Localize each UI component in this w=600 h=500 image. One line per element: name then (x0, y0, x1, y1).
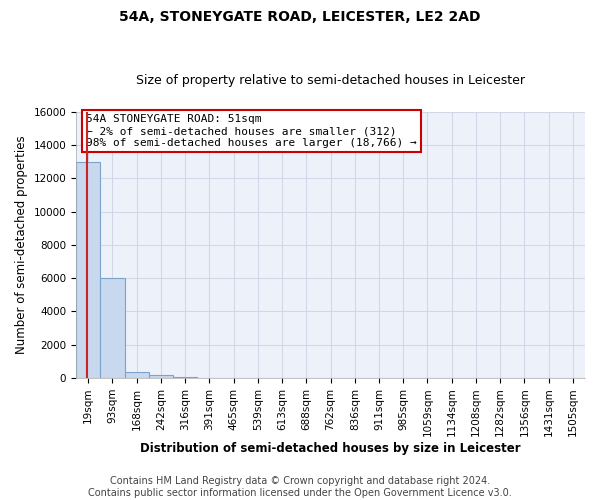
Text: 54A, STONEYGATE ROAD, LEICESTER, LE2 2AD: 54A, STONEYGATE ROAD, LEICESTER, LE2 2AD (119, 10, 481, 24)
Bar (125, 372, 149, 378)
Bar (100, 278, 125, 378)
Bar (149, 376, 173, 378)
Bar (76, 162, 100, 378)
Text: 54A STONEYGATE ROAD: 51sqm
← 2% of semi-detached houses are smaller (312)
98% of: 54A STONEYGATE ROAD: 51sqm ← 2% of semi-… (86, 114, 417, 148)
Title: Size of property relative to semi-detached houses in Leicester: Size of property relative to semi-detach… (136, 74, 525, 87)
Y-axis label: Number of semi-detached properties: Number of semi-detached properties (15, 136, 28, 354)
Text: Contains HM Land Registry data © Crown copyright and database right 2024.
Contai: Contains HM Land Registry data © Crown c… (88, 476, 512, 498)
X-axis label: Distribution of semi-detached houses by size in Leicester: Distribution of semi-detached houses by … (140, 442, 521, 455)
Bar (173, 377, 197, 378)
